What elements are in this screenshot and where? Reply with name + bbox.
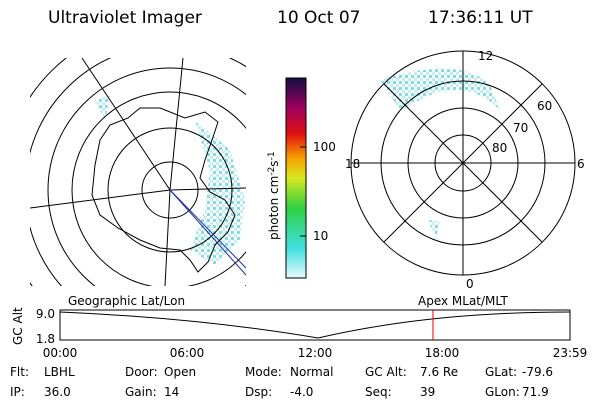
info-value: 14 — [164, 385, 179, 399]
info-panel: Flt: LBHL Door: Open Mode: Normal GC Alt: 7.6 R… — [10, 365, 553, 399]
label-text: photon cm — [267, 176, 281, 240]
colorbar-label: photon cm-2s-1 — [267, 151, 281, 240]
info-value: LBHL — [44, 365, 75, 379]
mlt-label: 18 — [345, 157, 360, 171]
lat-label: 80 — [492, 141, 507, 155]
info-label: GLat: — [485, 365, 517, 379]
altitude-frame — [59, 309, 571, 341]
info-label: Mode: — [245, 365, 282, 379]
altitude-curve — [59, 311, 571, 339]
aurora-emission — [428, 220, 440, 238]
x-tick-label: 12:00 — [298, 346, 333, 360]
x-tick-label: 18:00 — [425, 346, 460, 360]
colorbar-tick-label: 10 — [313, 229, 328, 243]
y-tick-label: 9.0 — [36, 307, 55, 321]
info-label: Seq: — [365, 385, 392, 399]
info-value: -4.0 — [290, 385, 313, 399]
info-label: Gain: — [125, 385, 157, 399]
geographic-map — [30, 58, 246, 286]
info-value: 39 — [420, 385, 435, 399]
colorbar-tick-label: 100 — [313, 140, 336, 154]
label-exp: -2 — [267, 167, 277, 176]
info-value: Normal — [290, 365, 333, 379]
info-value: Open — [164, 365, 196, 379]
label-text: s — [267, 160, 281, 166]
mlt-label: 0 — [466, 277, 474, 291]
info-label: Flt: — [10, 365, 29, 379]
mlt-label: 12 — [478, 49, 493, 63]
info-label: GC Alt: — [365, 365, 407, 379]
lat-label: 70 — [513, 121, 528, 135]
lat-label: 60 — [537, 99, 552, 113]
plot-title-right: Apex MLat/MLT — [418, 294, 508, 308]
colorbar — [285, 77, 307, 279]
date: 10 Oct 07 — [277, 8, 360, 28]
aurora-emission — [95, 95, 110, 120]
polar-plot: 12 18 6 0 60 70 80 — [345, 49, 585, 291]
y-axis-label: GC Alt — [11, 307, 25, 345]
x-tick-label: 23:59 — [553, 346, 588, 360]
mlt-label: 6 — [577, 157, 585, 171]
info-label: IP: — [10, 385, 25, 399]
lat-circles — [30, 58, 246, 286]
aurora-emission — [380, 68, 500, 110]
info-value: 71.9 — [522, 385, 549, 399]
x-tick-label: 00:00 — [43, 346, 78, 360]
info-label: GLon: — [485, 385, 520, 399]
x-tick-label: 06:00 — [170, 346, 205, 360]
y-tick-label: 1.8 — [36, 332, 55, 346]
info-label: Door: — [125, 365, 158, 379]
plot-title-left: Geographic Lat/Lon — [68, 294, 185, 308]
info-value: 36.0 — [44, 385, 71, 399]
label-exp: -1 — [267, 151, 277, 160]
info-label: Dsp: — [245, 385, 272, 399]
time: 17:36:11 UT — [428, 8, 533, 28]
info-value: -79.6 — [522, 365, 553, 379]
info-value: 7.6 Re — [420, 365, 458, 379]
meridians — [30, 58, 246, 286]
title: Ultraviolet Imager — [48, 8, 202, 28]
continent-outline — [91, 107, 236, 273]
aurora-emission — [190, 120, 245, 265]
